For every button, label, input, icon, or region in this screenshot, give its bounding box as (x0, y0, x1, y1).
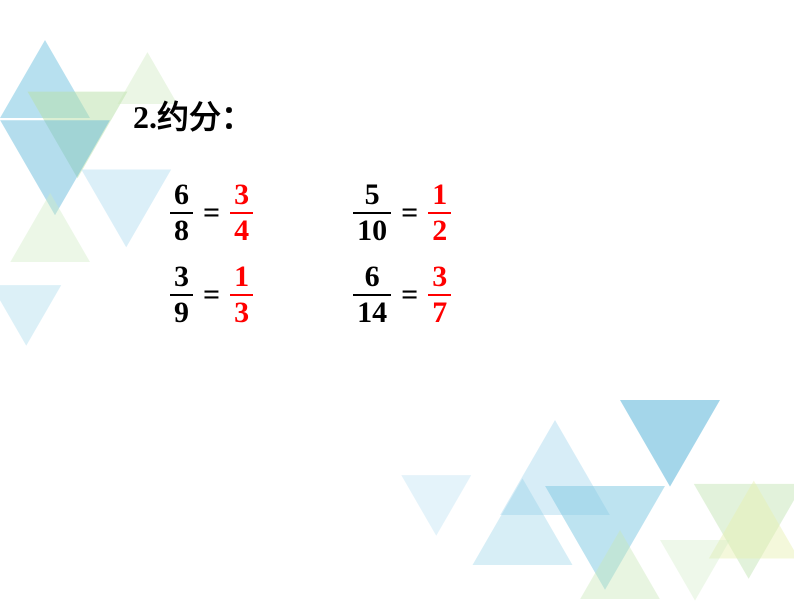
fraction-rhs: 1 3 (230, 262, 253, 328)
denominator: 2 (428, 214, 451, 246)
denominator: 9 (170, 296, 193, 328)
fraction-rhs: 1 2 (428, 180, 451, 246)
denominator: 10 (353, 214, 391, 246)
equation: 6 14 = 3 7 (353, 262, 451, 328)
equation-row: 3 9 = 1 3 6 14 = 3 7 (170, 262, 630, 328)
equation: 6 8 = 3 4 (170, 180, 253, 246)
denominator: 4 (230, 214, 253, 246)
equals-sign: = (203, 278, 220, 312)
numerator: 3 (428, 262, 451, 294)
fraction-lhs: 6 8 (170, 180, 193, 246)
section-heading: 2.约分： (133, 92, 253, 138)
fraction-lhs: 3 9 (170, 262, 193, 328)
fraction-rhs: 3 4 (230, 180, 253, 246)
numerator: 1 (428, 180, 451, 212)
equals-sign: = (401, 196, 418, 230)
fraction-lhs: 6 14 (353, 262, 391, 328)
denominator: 14 (353, 296, 391, 328)
equation: 5 10 = 1 2 (353, 180, 451, 246)
equations-block: 6 8 = 3 4 5 10 = 1 2 (170, 180, 630, 344)
numerator: 1 (230, 262, 253, 294)
equals-sign: = (401, 278, 418, 312)
numerator: 3 (230, 180, 253, 212)
denominator: 7 (428, 296, 451, 328)
numerator: 6 (170, 180, 193, 212)
denominator: 3 (230, 296, 253, 328)
fraction-lhs: 5 10 (353, 180, 391, 246)
numerator: 6 (361, 262, 384, 294)
equals-sign: = (203, 196, 220, 230)
fraction-rhs: 3 7 (428, 262, 451, 328)
numerator: 3 (170, 262, 193, 294)
denominator: 8 (170, 214, 193, 246)
numerator: 5 (361, 180, 384, 212)
equation-row: 6 8 = 3 4 5 10 = 1 2 (170, 180, 630, 246)
equation: 3 9 = 1 3 (170, 262, 253, 328)
heading-text: 约分： (157, 99, 253, 135)
heading-number: 2. (133, 99, 157, 135)
